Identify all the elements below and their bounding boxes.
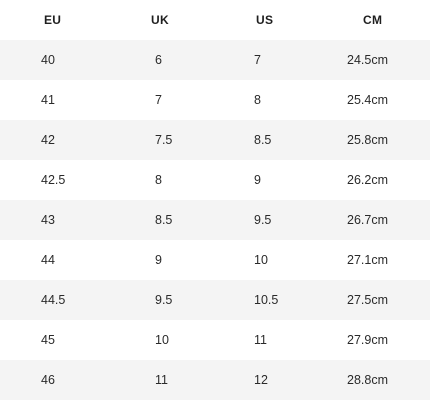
table-row: 45 10 11 27.9cm	[0, 320, 430, 360]
cell-uk: 8	[110, 160, 213, 200]
cell-eu: 44	[0, 240, 110, 280]
cell-uk: 11	[110, 360, 213, 400]
cell-us: 9.5	[213, 200, 313, 240]
cell-uk: 7.5	[110, 120, 213, 160]
table-row: 46 11 12 28.8cm	[0, 360, 430, 400]
cell-uk: 10	[110, 320, 213, 360]
cell-us: 12	[213, 360, 313, 400]
cell-cm: 27.1cm	[313, 240, 430, 280]
cell-eu: 43	[0, 200, 110, 240]
cell-us: 10	[213, 240, 313, 280]
cell-us: 7	[213, 40, 313, 80]
table-row: 42 7.5 8.5 25.8cm	[0, 120, 430, 160]
cell-cm: 26.7cm	[313, 200, 430, 240]
cell-cm: 27.9cm	[313, 320, 430, 360]
cell-eu: 42	[0, 120, 110, 160]
header-cm: CM	[313, 0, 430, 40]
cell-eu: 40	[0, 40, 110, 80]
cell-cm: 24.5cm	[313, 40, 430, 80]
cell-eu: 45	[0, 320, 110, 360]
header-row: EU UK US CM	[0, 0, 430, 40]
cell-uk: 8.5	[110, 200, 213, 240]
table-row: 42.5 8 9 26.2cm	[0, 160, 430, 200]
table-row: 41 7 8 25.4cm	[0, 80, 430, 120]
size-chart-body: 40 6 7 24.5cm 41 7 8 25.4cm 42 7.5 8.5 2…	[0, 40, 430, 400]
header-uk: UK	[110, 0, 213, 40]
table-row: 44.5 9.5 10.5 27.5cm	[0, 280, 430, 320]
cell-cm: 25.4cm	[313, 80, 430, 120]
cell-cm: 28.8cm	[313, 360, 430, 400]
cell-eu: 41	[0, 80, 110, 120]
table-row: 40 6 7 24.5cm	[0, 40, 430, 80]
cell-eu: 44.5	[0, 280, 110, 320]
cell-cm: 26.2cm	[313, 160, 430, 200]
cell-us: 8.5	[213, 120, 313, 160]
table-row: 44 9 10 27.1cm	[0, 240, 430, 280]
cell-eu: 42.5	[0, 160, 110, 200]
cell-us: 11	[213, 320, 313, 360]
cell-us: 8	[213, 80, 313, 120]
table-row: 43 8.5 9.5 26.7cm	[0, 200, 430, 240]
header-eu: EU	[0, 0, 110, 40]
cell-uk: 6	[110, 40, 213, 80]
cell-uk: 9.5	[110, 280, 213, 320]
cell-us: 9	[213, 160, 313, 200]
cell-cm: 25.8cm	[313, 120, 430, 160]
cell-uk: 9	[110, 240, 213, 280]
cell-us: 10.5	[213, 280, 313, 320]
cell-uk: 7	[110, 80, 213, 120]
size-chart-header: EU UK US CM	[0, 0, 430, 40]
header-us: US	[213, 0, 313, 40]
cell-eu: 46	[0, 360, 110, 400]
cell-cm: 27.5cm	[313, 280, 430, 320]
